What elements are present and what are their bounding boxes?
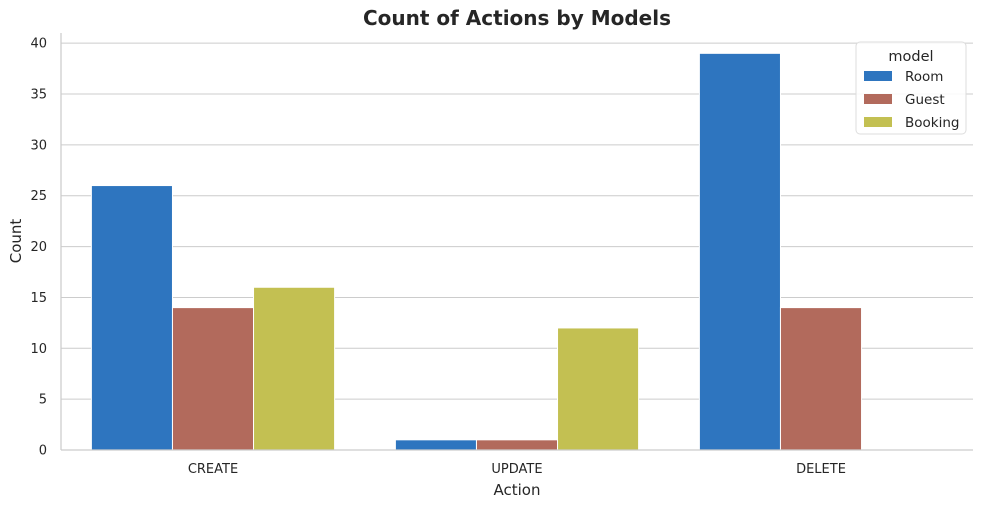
y-tick-label: 40 — [30, 37, 47, 52]
bar-booking-create — [253, 286, 336, 451]
bar-guest-update — [475, 439, 559, 451]
bar-booking-update — [557, 327, 640, 451]
legend-label-booking: Booking — [905, 115, 959, 131]
x-tick-labels: CREATE UPDATE DELETE — [188, 462, 846, 477]
x-tick-label: CREATE — [188, 462, 238, 477]
legend-label-room: Room — [905, 69, 943, 85]
y-tick-labels: 0 5 10 15 20 25 30 35 40 — [30, 37, 47, 459]
y-tick-label: 10 — [30, 342, 47, 357]
bar-guest-delete — [779, 307, 863, 451]
legend-items: Room Guest Booking — [864, 69, 959, 131]
legend-swatch-guest — [864, 94, 892, 104]
x-axis-label: Action — [494, 481, 541, 499]
bar-room-update — [394, 439, 477, 451]
x-tick-label: DELETE — [796, 462, 846, 477]
y-tick-label: 30 — [30, 138, 47, 153]
legend: model Room Guest Booking — [855, 41, 967, 135]
legend-swatch-booking — [864, 117, 892, 127]
bars — [90, 52, 863, 451]
y-tick-label: 0 — [39, 444, 47, 459]
y-axis-label: Count — [7, 219, 25, 264]
y-tick-label: 35 — [30, 88, 47, 103]
y-tick-label: 15 — [30, 291, 47, 306]
legend-swatch-room — [864, 71, 892, 81]
y-tick-label: 20 — [30, 240, 47, 255]
legend-box — [855, 41, 967, 135]
legend-label-guest: Guest — [905, 92, 945, 108]
y-tick-label: 25 — [30, 189, 47, 204]
chart-title: Count of Actions by Models — [363, 6, 671, 30]
legend-title: model — [888, 49, 933, 65]
bar-guest-create — [171, 307, 255, 451]
y-tick-label: 5 — [39, 393, 47, 408]
bar-room-delete — [698, 52, 781, 451]
bar-room-create — [90, 185, 173, 451]
x-tick-label: UPDATE — [491, 462, 542, 477]
